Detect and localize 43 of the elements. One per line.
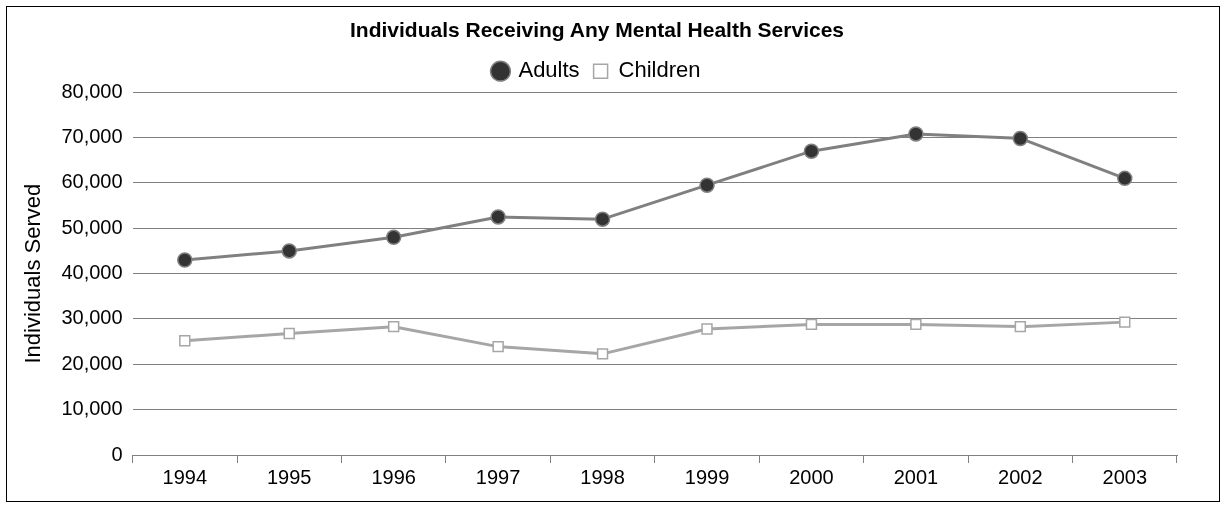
point: [490, 209, 506, 225]
x-tick-label: 2002: [998, 465, 1043, 488]
x-tick-label: 2000: [789, 465, 834, 488]
point: [1012, 130, 1029, 147]
point: [803, 143, 820, 159]
point: [805, 318, 818, 331]
point: [699, 177, 715, 193]
x-tick-label: 1995: [266, 465, 312, 488]
point: [910, 318, 922, 331]
point: [283, 327, 295, 340]
y-tick-label: 40,000: [61, 261, 123, 284]
y-tick-label: 0: [111, 442, 123, 465]
x-tick-label: 1997: [475, 465, 521, 488]
point: [385, 229, 402, 246]
point: [179, 335, 191, 347]
point: [1117, 170, 1133, 187]
y-tick-label: 30,000: [61, 306, 123, 329]
y-tick-label: 50,000: [61, 215, 123, 238]
legend-label: Children: [618, 57, 701, 83]
point: [1119, 316, 1131, 328]
point: [281, 243, 297, 259]
x-tick-label: 1996: [371, 465, 416, 488]
point: [701, 323, 713, 335]
legend-label: Adults: [518, 57, 580, 83]
point: [908, 126, 924, 142]
y-tick-label: 70,000: [61, 125, 123, 148]
x-tick-label: 1999: [684, 465, 730, 488]
point: [492, 340, 504, 353]
point: [177, 252, 193, 268]
x-tick-label: 2003: [1102, 465, 1148, 488]
x-tick-label: 1994: [162, 465, 208, 488]
y-tick-label: 60,000: [61, 170, 123, 193]
y-tick-label: 80,000: [61, 79, 123, 102]
point: [387, 320, 400, 333]
y-tick-label: 10,000: [61, 397, 123, 420]
point: [594, 211, 611, 227]
x-tick-label: 1998: [580, 465, 625, 488]
y-tick-label: 20,000: [61, 351, 123, 374]
chart-title: Individuals Receiving Any Mental Health Services: [349, 18, 845, 42]
x-tick-label: 2001: [893, 465, 939, 488]
point: [1014, 320, 1027, 333]
y-axis-title: Individuals Served: [20, 183, 46, 364]
point: [596, 348, 609, 360]
